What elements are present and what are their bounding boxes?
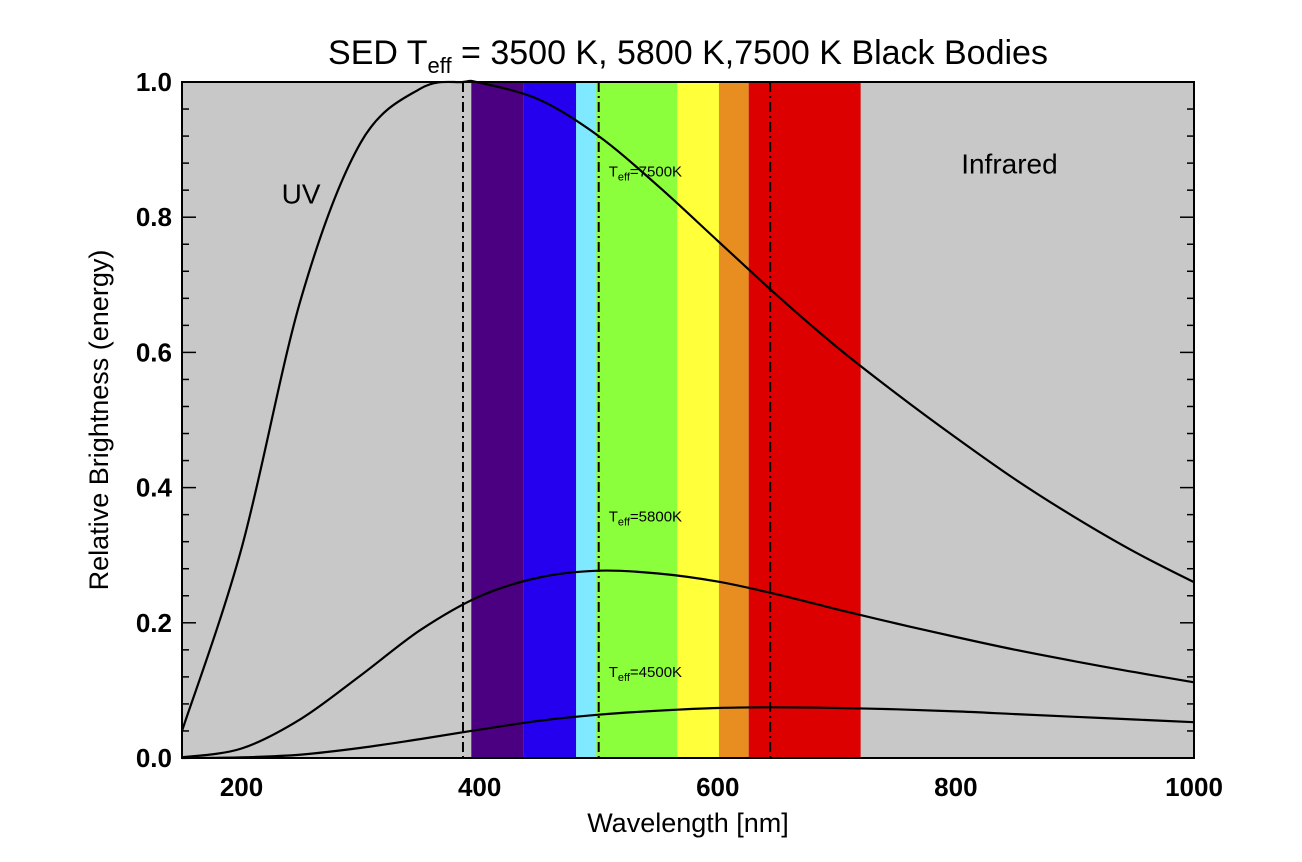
curve-7500k bbox=[180, 79, 1195, 732]
x-tick-label: 800 bbox=[934, 772, 977, 802]
y-axis-title: Relative Brightness (energy) bbox=[84, 250, 114, 591]
y-tick-label: 0.6 bbox=[136, 337, 172, 367]
y-tick-label: 0.2 bbox=[136, 608, 172, 638]
visible-band-3 bbox=[596, 82, 678, 758]
x-tick-label: 400 bbox=[458, 772, 501, 802]
plot-frame bbox=[181, 81, 1195, 759]
curve-4500k bbox=[181, 706, 1195, 760]
visible-band-2 bbox=[576, 82, 597, 758]
curve-5800k bbox=[181, 569, 1195, 759]
chart-title: SED Teff = 3500 K, 5800 K,7500 K Black B… bbox=[328, 34, 1048, 78]
plot-area: UV Infrared Teff=7500K Teff=5800K Teff=4500K… bbox=[136, 67, 1223, 802]
curve-label-2: Teff=4500K bbox=[609, 664, 682, 684]
y-tick-label: 0.0 bbox=[136, 743, 172, 773]
region-label-1: Infrared bbox=[961, 148, 1058, 179]
x-tick-label: 1000 bbox=[1165, 772, 1223, 802]
region-label-0: UV bbox=[282, 179, 321, 210]
x-axis-title: Wavelength [nm] bbox=[587, 808, 789, 838]
curve-label-1: Teff=5800K bbox=[609, 508, 682, 528]
visible-band-6 bbox=[748, 82, 861, 758]
visible-band-4 bbox=[677, 82, 719, 758]
y-tick-label: 1.0 bbox=[136, 67, 172, 97]
y-tick-label: 0.8 bbox=[136, 202, 172, 232]
visible-band-5 bbox=[718, 82, 749, 758]
visible-band-0 bbox=[471, 82, 524, 758]
y-tick-label: 0.4 bbox=[136, 473, 173, 503]
x-tick-label: 200 bbox=[220, 772, 263, 802]
curve-label-0: Teff=7500K bbox=[609, 164, 682, 184]
visible-band-1 bbox=[523, 82, 577, 758]
x-tick-label: 600 bbox=[696, 772, 739, 802]
